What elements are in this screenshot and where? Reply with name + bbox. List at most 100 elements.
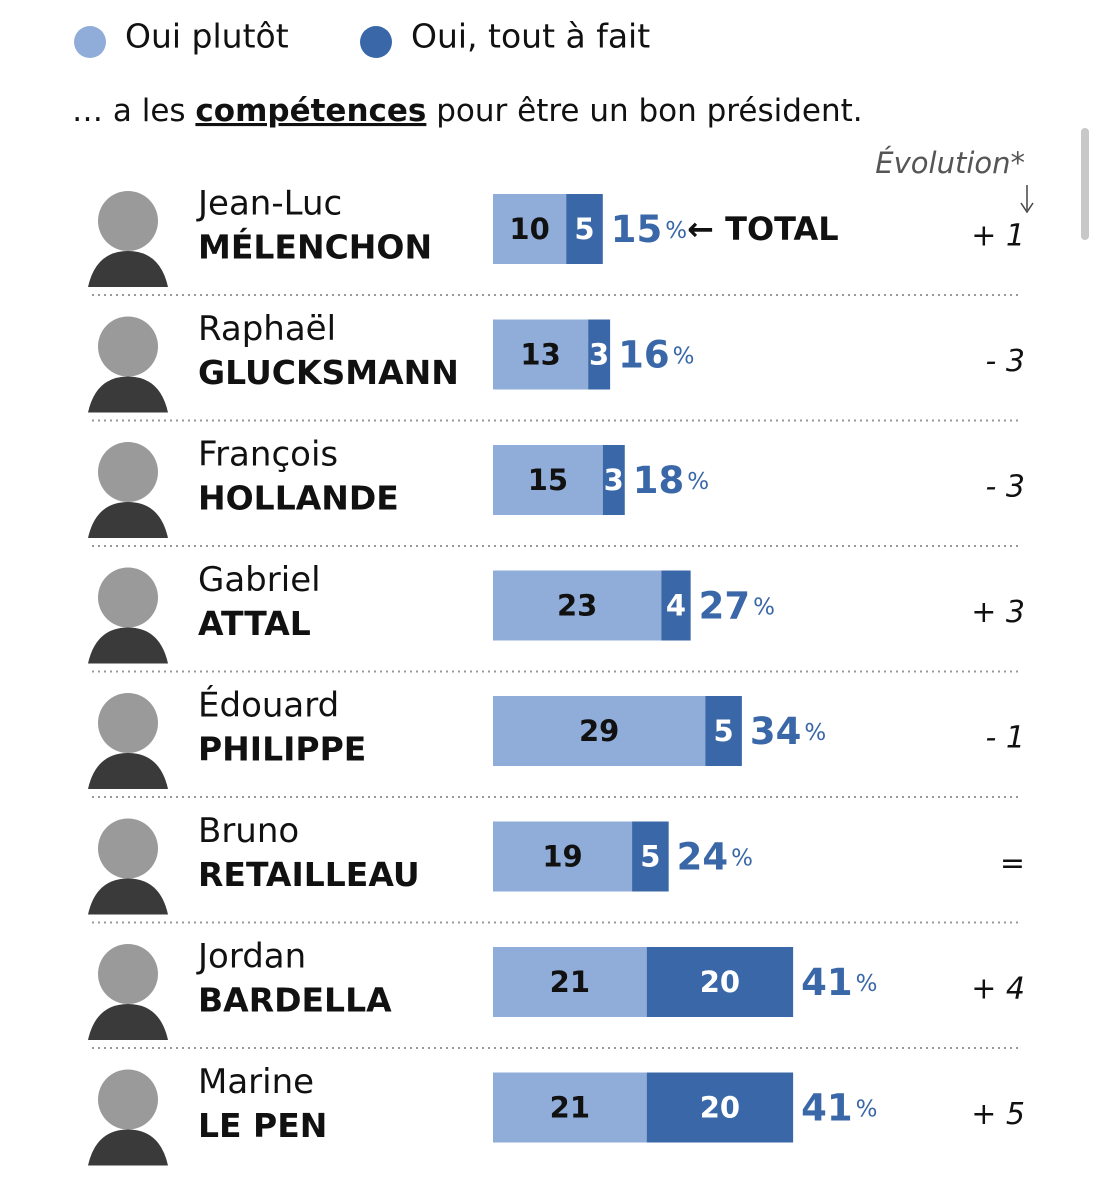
total-value: 41 [801, 961, 853, 1004]
total-value: 34 [750, 710, 802, 753]
total-unit: % [665, 218, 687, 244]
bar-value-label: 5 [713, 714, 733, 748]
bar-value-label: 21 [550, 965, 590, 999]
last-name: MÉLENCHON [198, 227, 432, 267]
bar-segment [588, 319, 611, 390]
total-value: 27 [699, 584, 751, 627]
bar-segment [646, 947, 794, 1017]
bar-segment [566, 194, 603, 264]
portrait [88, 944, 168, 1040]
first-name: Gabriel [198, 560, 321, 600]
total-unit: % [687, 469, 709, 495]
total-label: 16% [618, 333, 694, 376]
bar-segment [493, 1072, 647, 1143]
bar-segment [493, 319, 589, 390]
bar-value-label: 20 [700, 1091, 740, 1125]
evolution-value: + 5 [971, 1097, 1025, 1132]
total-value: 24 [677, 835, 729, 878]
subtitle-part: … a les [72, 93, 195, 129]
evolution-value: - 3 [986, 344, 1025, 379]
portrait-head [98, 944, 158, 1004]
portrait-head [98, 1069, 158, 1130]
bar-value-label: 3 [604, 463, 624, 497]
last-name: PHILIPPE [198, 730, 366, 769]
evolution-header: Évolution* [875, 146, 1025, 180]
total-unit: % [731, 845, 753, 871]
portrait-body [88, 1129, 168, 1166]
total-label: 24% [677, 835, 753, 878]
bar-segment [602, 445, 625, 515]
evolution-value: - 3 [986, 470, 1025, 505]
evolution-value: + 3 [971, 595, 1025, 630]
portrait [88, 191, 168, 287]
total-label: 41% [801, 1086, 877, 1129]
total-unit: % [673, 343, 695, 369]
portrait-head [98, 567, 158, 628]
last-name: LE PEN [198, 1106, 327, 1145]
last-name: ATTAL [198, 604, 311, 643]
evolution-value: + 1 [971, 219, 1025, 254]
legend-swatch [74, 26, 106, 58]
portrait [88, 567, 168, 664]
first-name: Jordan [196, 937, 306, 977]
portrait [88, 442, 168, 538]
bar-value-label: 5 [574, 212, 594, 246]
bar-value-label: 23 [557, 589, 597, 623]
first-name: Édouard [198, 685, 339, 726]
total-unit: % [856, 1096, 878, 1122]
bar-value-label: 10 [509, 212, 549, 246]
total-value: 18 [633, 459, 685, 502]
legend-swatch [360, 26, 392, 58]
portrait [88, 818, 168, 915]
portrait [88, 316, 168, 413]
portrait-body [88, 1004, 168, 1040]
bar-value-label: 4 [666, 589, 686, 623]
first-name: François [198, 435, 338, 475]
bar-segment [493, 696, 706, 766]
evolution-value: + 4 [971, 972, 1025, 1007]
bar-value-label: 15 [528, 463, 568, 497]
total-unit: % [804, 720, 826, 746]
bar-value-label: 13 [520, 338, 560, 372]
portrait-head [98, 316, 158, 377]
bar-segment [493, 194, 567, 264]
total-label: 15 %← TOTAL [611, 208, 839, 251]
portrait-body [88, 376, 168, 413]
first-name: Jean-Luc [196, 184, 342, 224]
last-name: GLUCKSMANN [198, 353, 459, 392]
total-annotation: ← TOTAL [687, 210, 838, 248]
portrait-body [88, 753, 168, 789]
scrollbar [1081, 128, 1089, 240]
total-label: 34% [750, 710, 826, 753]
portrait [88, 693, 168, 789]
bar-value-label: 5 [640, 840, 660, 874]
bar-value-label: 20 [700, 965, 740, 999]
evolution-value: = [1000, 846, 1025, 881]
bar-segment [705, 696, 742, 766]
last-name: HOLLANDE [198, 479, 399, 518]
portrait-head [98, 693, 158, 753]
bar-value-label: 19 [542, 840, 582, 874]
evolution-value: - 1 [986, 721, 1025, 756]
first-name: Bruno [198, 811, 299, 851]
bar-segment [646, 1072, 794, 1143]
bar-segment [632, 821, 669, 892]
bar-segment [493, 445, 603, 515]
total-label: 41% [801, 961, 877, 1004]
total-unit: % [753, 594, 775, 620]
bar-segment [493, 570, 662, 641]
bar-segment [661, 570, 691, 641]
evolution-arrow-head [1020, 202, 1034, 214]
total-label: 18% [633, 459, 709, 502]
total-value: 16 [618, 333, 670, 376]
portrait-body [88, 502, 168, 538]
legend-label: Oui, tout à fait [411, 17, 650, 56]
bar-segment [493, 947, 647, 1017]
last-name: BARDELLA [198, 981, 392, 1020]
portrait-body [88, 627, 168, 664]
portrait-head [98, 442, 158, 502]
first-name: Raphaël [198, 309, 336, 349]
portrait-body [88, 878, 168, 915]
first-name: Marine [198, 1062, 314, 1102]
